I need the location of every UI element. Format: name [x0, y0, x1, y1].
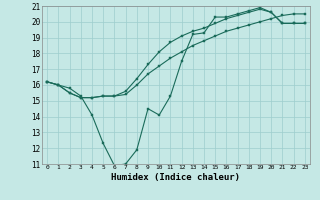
- X-axis label: Humidex (Indice chaleur): Humidex (Indice chaleur): [111, 173, 241, 182]
